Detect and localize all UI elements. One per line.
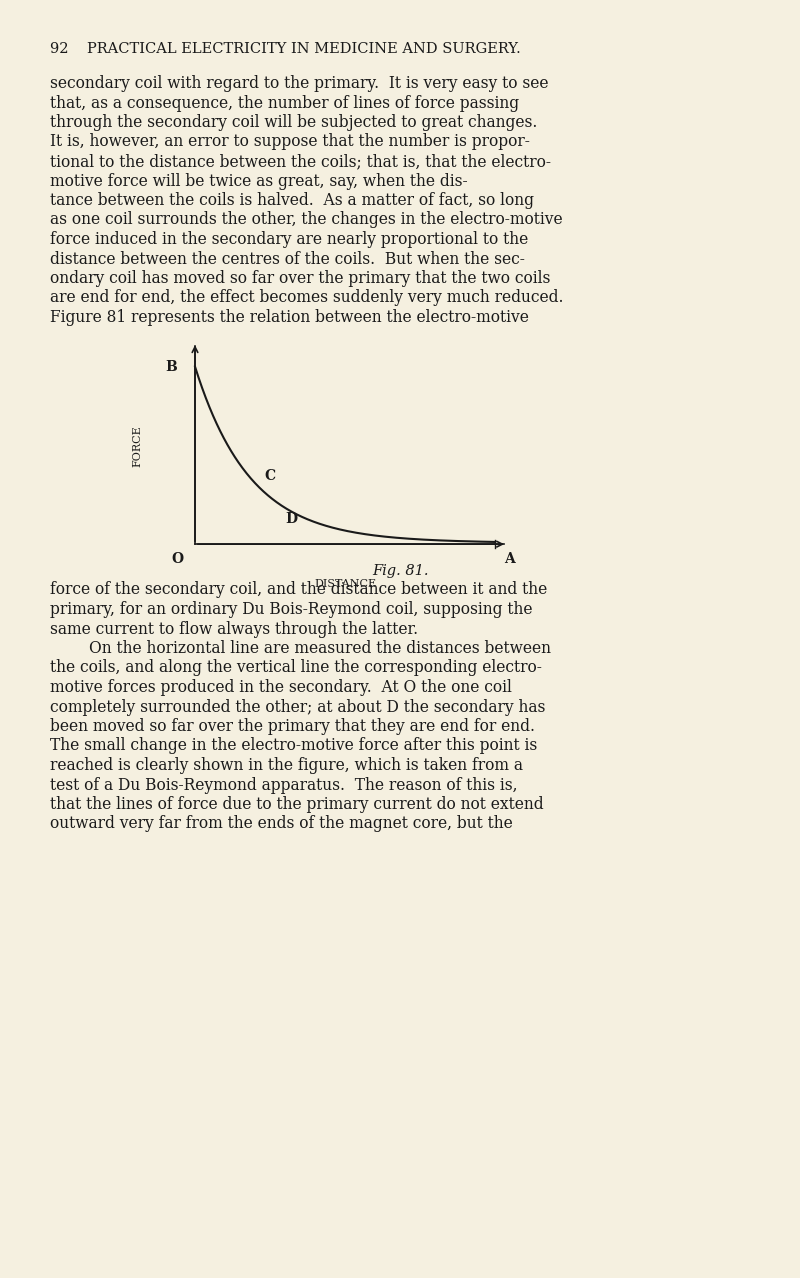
Text: Figure 81 represents the relation between the electro-motive: Figure 81 represents the relation betwee… xyxy=(50,309,529,326)
Text: through the secondary coil will be subjected to great changes.: through the secondary coil will be subje… xyxy=(50,114,538,132)
Text: been moved so far over the primary that they are end for end.: been moved so far over the primary that … xyxy=(50,718,535,735)
Text: A: A xyxy=(504,552,514,566)
Text: motive force will be twice as great, say, when the dis-: motive force will be twice as great, say… xyxy=(50,173,468,189)
Text: outward very far from the ends of the magnet core, but the: outward very far from the ends of the ma… xyxy=(50,815,513,832)
Text: that, as a consequence, the number of lines of force passing: that, as a consequence, the number of li… xyxy=(50,95,519,111)
Text: DISTANCE: DISTANCE xyxy=(314,579,376,589)
Text: that the lines of force due to the primary current do not extend: that the lines of force due to the prima… xyxy=(50,796,544,813)
Text: 92    PRACTICAL ELECTRICITY IN MEDICINE AND SURGERY.: 92 PRACTICAL ELECTRICITY IN MEDICINE AND… xyxy=(50,42,521,56)
Text: reached is clearly shown in the figure, which is taken from a: reached is clearly shown in the figure, … xyxy=(50,757,523,774)
Text: force induced in the secondary are nearly proportional to the: force induced in the secondary are nearl… xyxy=(50,231,528,248)
Text: primary, for an ordinary Du Bois-Reymond coil, supposing the: primary, for an ordinary Du Bois-Reymond… xyxy=(50,601,533,619)
Text: ondary coil has moved so far over the primary that the two coils: ondary coil has moved so far over the pr… xyxy=(50,270,550,288)
Text: D: D xyxy=(285,511,297,525)
Text: same current to flow always through the latter.: same current to flow always through the … xyxy=(50,621,418,638)
Text: On the horizontal line are measured the distances between: On the horizontal line are measured the … xyxy=(50,640,551,657)
Text: the coils, and along the vertical line the corresponding electro-: the coils, and along the vertical line t… xyxy=(50,659,542,676)
Text: tance between the coils is halved.  As a matter of fact, so long: tance between the coils is halved. As a … xyxy=(50,192,534,210)
Text: secondary coil with regard to the primary.  It is very easy to see: secondary coil with regard to the primar… xyxy=(50,75,549,92)
Text: test of a Du Bois-Reymond apparatus.  The reason of this is,: test of a Du Bois-Reymond apparatus. The… xyxy=(50,777,518,794)
Text: The small change in the electro-motive force after this point is: The small change in the electro-motive f… xyxy=(50,737,538,754)
Text: C: C xyxy=(264,469,275,483)
Text: FORCE: FORCE xyxy=(132,426,142,466)
Text: B: B xyxy=(166,359,177,373)
Text: It is, however, an error to suppose that the number is propor-: It is, however, an error to suppose that… xyxy=(50,133,530,151)
Text: as one coil surrounds the other, the changes in the electro-motive: as one coil surrounds the other, the cha… xyxy=(50,211,562,229)
Text: motive forces produced in the secondary.  At O the one coil: motive forces produced in the secondary.… xyxy=(50,679,512,697)
Text: Fig. 81.: Fig. 81. xyxy=(372,564,428,578)
Text: completely surrounded the other; at about D the secondary has: completely surrounded the other; at abou… xyxy=(50,699,546,716)
Text: O: O xyxy=(171,552,183,566)
Text: tional to the distance between the coils; that is, that the electro-: tional to the distance between the coils… xyxy=(50,153,551,170)
Text: force of the secondary coil, and the distance between it and the: force of the secondary coil, and the dis… xyxy=(50,581,547,598)
Text: distance between the centres of the coils.  But when the sec-: distance between the centres of the coil… xyxy=(50,250,525,267)
Text: are end for end, the effect becomes suddenly very much reduced.: are end for end, the effect becomes sudd… xyxy=(50,290,563,307)
